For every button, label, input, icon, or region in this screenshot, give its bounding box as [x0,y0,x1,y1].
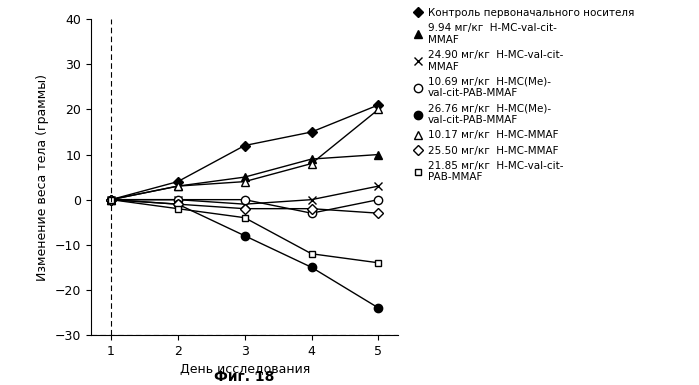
Text: Фиг. 18: Фиг. 18 [215,370,275,384]
X-axis label: День исследования: День исследования [180,363,310,376]
Legend: Контроль первоначального носителя, 9.94 мг/кг  Н-МС-val-cit-
MMAF, 24.90 мг/кг  : Контроль первоначального носителя, 9.94 … [409,4,638,187]
Y-axis label: Изменение веса тела (граммы): Изменение веса тела (граммы) [36,74,49,281]
